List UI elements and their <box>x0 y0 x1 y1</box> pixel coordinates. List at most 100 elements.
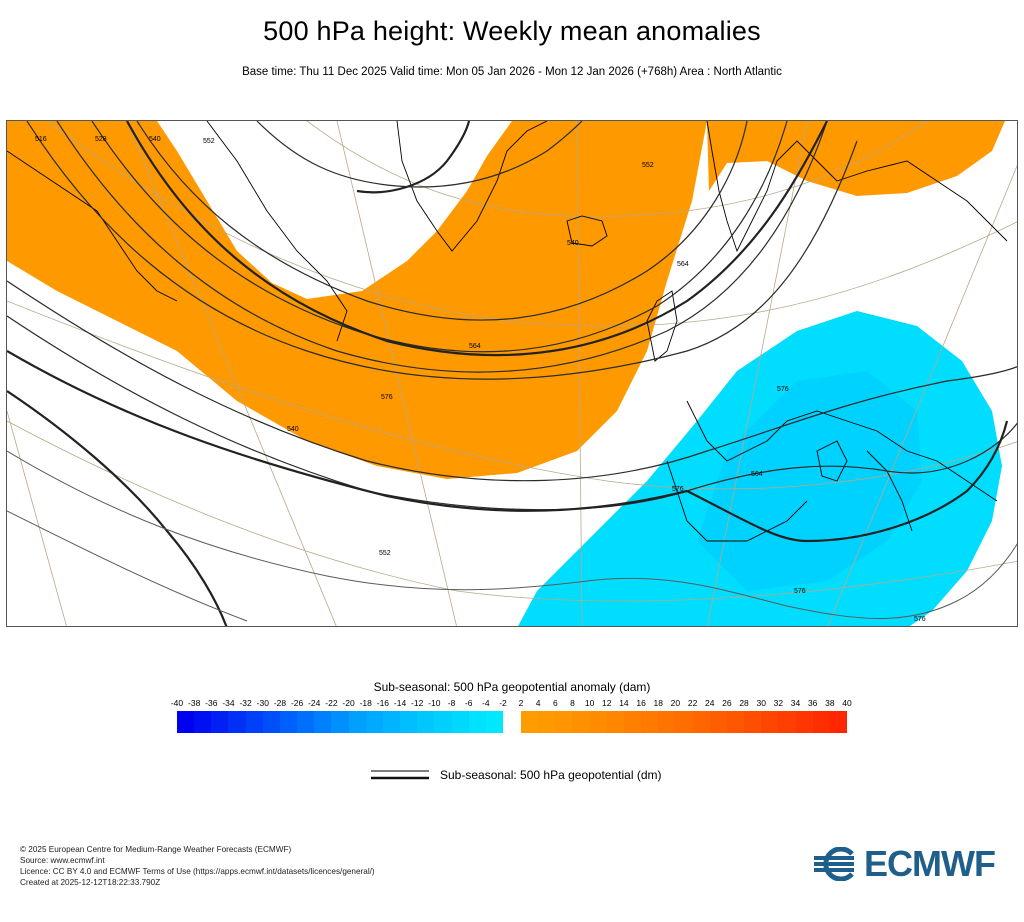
colorbar-segment <box>606 711 624 733</box>
colorbar-segment <box>778 711 796 733</box>
colorbar-tick-label: -4 <box>482 698 490 708</box>
ecmwf-logo-text: ECMWF <box>864 843 996 884</box>
colorbar-segment <box>521 711 539 733</box>
colorbar-segment <box>623 711 642 733</box>
colorbar-tick-label: -12 <box>411 698 424 708</box>
anomaly-map: 516 528 540 552 564 576 540 552 540 552 … <box>6 120 1018 627</box>
colorbar-tick-label: -10 <box>428 698 441 708</box>
negative-anomaly-core <box>697 371 922 591</box>
colorbar-tick-label: -28 <box>273 698 287 708</box>
contour-label: 576 <box>777 386 789 393</box>
colorbar-tick-label: -38 <box>188 698 201 708</box>
colorbar-segment <box>468 711 486 733</box>
colorbar-tick-label: -30 <box>256 698 269 708</box>
contour-label: 528 <box>95 136 107 143</box>
colorbar-title: Sub-seasonal: 500 hPa geopotential anoma… <box>373 680 651 694</box>
colorbar-segment <box>485 711 503 733</box>
colorbar-tick-label: 2 <box>518 698 524 708</box>
contour-label: 540 <box>149 136 161 143</box>
contour-label: 576 <box>914 616 926 623</box>
colorbar-segment <box>538 711 556 733</box>
colorbar-tick-label: 22 <box>687 698 698 708</box>
colorbar-tick-label: -14 <box>393 698 407 708</box>
copyright-text: © 2025 European Centre for Medium-Range … <box>20 845 292 854</box>
colorbar-segment <box>262 711 280 733</box>
colorbar-segment <box>692 711 710 733</box>
coastlines <box>7 121 1008 542</box>
contour-label: 516 <box>35 136 47 143</box>
colorbar-segment <box>726 711 745 733</box>
colorbar-tick-label: 8 <box>570 698 575 708</box>
colorbar-segment <box>177 711 195 733</box>
map-canvas: 516 528 540 552 564 576 540 552 540 552 … <box>7 121 1017 626</box>
colorbar-segment <box>829 711 847 733</box>
colorbar-segment <box>761 711 779 733</box>
colorbar-positive <box>521 711 847 733</box>
colorbar-tick-label: -20 <box>342 698 355 708</box>
colorbar-segment <box>795 711 813 733</box>
colorbar-tick-label: 34 <box>790 698 801 708</box>
colorbar-tick-label: 10 <box>584 698 595 708</box>
page-subtitle: Base time: Thu 11 Dec 2025 Valid time: M… <box>242 66 782 78</box>
colorbar-segment <box>400 711 418 733</box>
positive-anomaly-area <box>7 121 707 479</box>
colorbar-segment <box>365 711 383 733</box>
colorbar-segment <box>709 711 727 733</box>
colorbar-tick-label: -16 <box>376 698 390 708</box>
contour-label: 576 <box>381 394 393 401</box>
page-title: 500 hPa height: Weekly mean anomalies <box>263 16 761 46</box>
colorbar-tick-label: 12 <box>602 698 612 708</box>
colorbar-segment <box>297 711 315 733</box>
contour-label: 540 <box>287 426 299 433</box>
colorbar-tick-label: -8 <box>447 698 456 708</box>
graticule <box>7 121 1017 626</box>
colorbar-tick-label: -26 <box>290 698 304 708</box>
colorbar-segment <box>675 711 693 733</box>
colorbar-tick-label: 4 <box>535 698 541 708</box>
colorbar-segment <box>348 711 366 733</box>
contour-label-group: 516 528 540 552 564 576 540 552 540 552 … <box>35 136 926 623</box>
colorbar-segment <box>744 711 762 733</box>
colorbar-tick-label: 26 <box>722 698 732 708</box>
colorbar-tick-label: -36 <box>205 698 218 708</box>
contour-legend-label: Sub-seasonal: 500 hPa geopotential (dm) <box>440 768 662 782</box>
colorbar-segment <box>812 711 830 733</box>
colorbar-tick-label: 20 <box>670 698 681 708</box>
colorbar-segment <box>658 711 676 733</box>
colorbar-tick-label: -34 <box>222 698 235 708</box>
colorbar-segment <box>434 711 452 733</box>
colorbar-tick-label: 16 <box>636 698 646 708</box>
contour-label: 564 <box>677 261 689 268</box>
secondary-contours <box>7 450 1017 622</box>
ecmwf-logo: ECMWF <box>812 843 996 884</box>
colorbar-tick-label: 30 <box>756 698 766 708</box>
contour-label: 576 <box>794 588 806 595</box>
colorbar-tick-label: 36 <box>807 698 818 708</box>
colorbar-tick-label: 38 <box>825 698 835 708</box>
contour-label: 552 <box>642 162 654 169</box>
positive-anomaly-area-ne <box>707 121 1005 196</box>
colorbar-segment <box>279 711 298 733</box>
colorbar-segment <box>314 711 332 733</box>
colorbar-tick-label: 28 <box>739 698 749 708</box>
colorbar-segment <box>451 711 469 733</box>
contour-label: 540 <box>567 240 579 247</box>
colorbar-segment <box>245 711 263 733</box>
colorbar-tick-label: 14 <box>619 698 629 708</box>
colorbar-segment <box>641 711 659 733</box>
colorbar-segment <box>331 711 349 733</box>
colorbar-segment <box>382 711 401 733</box>
created-text: Created at 2025-12-12T18:22:33.790Z <box>20 878 161 887</box>
colorbar-tick-label: -2 <box>499 698 507 708</box>
colorbar-tick-label: 32 <box>773 698 784 708</box>
contour-label: 552 <box>203 138 215 145</box>
contour-label: 564 <box>469 343 481 350</box>
colorbar-segment <box>211 711 229 733</box>
colorbar-segment <box>194 711 212 733</box>
colorbar-segment <box>572 711 590 733</box>
licence-text: Licence: CC BY 4.0 and ECMWF Terms of Us… <box>20 867 375 876</box>
ecmwf-logo-icon <box>814 847 854 881</box>
colorbar-tick-label: -40 <box>170 698 184 708</box>
colorbar-tick-label: -18 <box>359 698 372 708</box>
colorbar-tick-label: 24 <box>705 698 715 708</box>
